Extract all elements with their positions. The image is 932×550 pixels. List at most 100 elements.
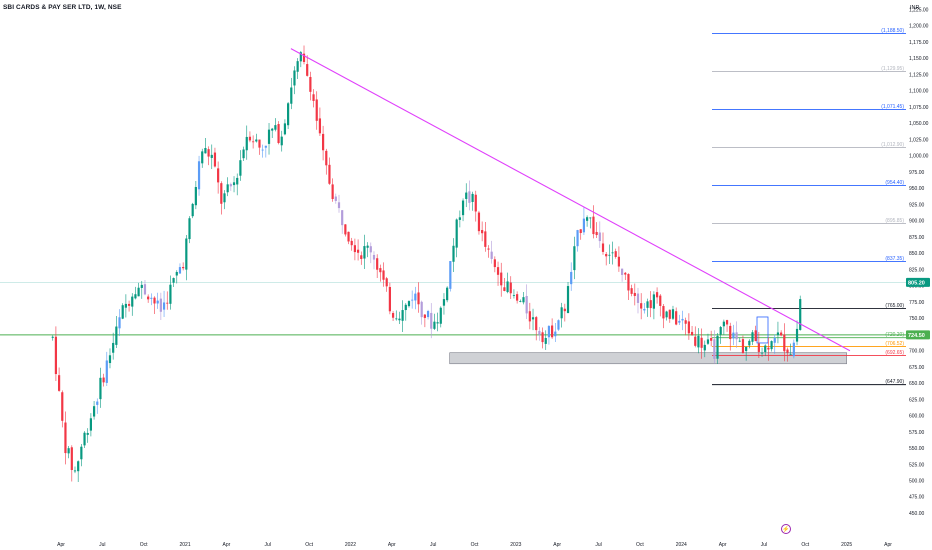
candle-body — [474, 194, 477, 212]
candle-body — [659, 295, 662, 306]
candle-body — [449, 261, 452, 289]
candle-body — [414, 293, 417, 301]
candle-body — [264, 145, 267, 148]
candle-body — [713, 339, 716, 359]
candle-body — [601, 243, 605, 252]
x-tick-label: 2025 — [841, 542, 852, 548]
chart-title: SBI CARDS & PAY SER LTD, 1W, NSE — [3, 4, 122, 11]
price-axis[interactable]: 1,225.00 1,200.00 1,175.00 1,150.00 1,125.00… — [909, 7, 929, 517]
candle-body — [716, 335, 719, 359]
x-tick-label: Apr — [57, 542, 65, 548]
fib-level-label: (1,188.50) — [881, 28, 904, 34]
y-tick-label: 975.00 — [909, 170, 925, 176]
candle-body — [178, 267, 182, 274]
candle-body — [551, 325, 554, 338]
candle-body — [725, 320, 729, 325]
fib-level-label: (895.85) — [885, 218, 904, 224]
candle-body — [372, 254, 376, 260]
candle-body — [57, 375, 61, 391]
candle-body — [147, 296, 150, 300]
candle-body — [54, 336, 58, 375]
candle-body — [229, 184, 232, 187]
candle-body — [795, 328, 799, 342]
candle-body — [509, 282, 512, 294]
candle-body — [83, 432, 86, 446]
y-tick-label: 900.00 — [909, 219, 925, 225]
candle-body — [678, 320, 681, 323]
candle-body — [166, 302, 169, 304]
candle-body — [280, 136, 283, 146]
candle-body — [299, 52, 302, 62]
candle-body — [188, 218, 191, 240]
y-tick-label: 575.00 — [909, 430, 925, 436]
candle-body — [614, 251, 617, 257]
candle-body — [541, 332, 544, 343]
candle-body — [617, 256, 621, 267]
candle-body — [124, 303, 127, 308]
candle-body — [598, 232, 601, 242]
lightning-icon[interactable]: ⚡ — [781, 524, 791, 534]
candle-body — [636, 293, 640, 303]
candle-body — [80, 446, 83, 460]
support-zone-layer — [449, 352, 847, 365]
candle-body — [379, 268, 382, 273]
candle-body — [490, 251, 493, 259]
candle-body — [566, 286, 570, 314]
support-price-tag-bg — [906, 330, 930, 340]
candle-body — [86, 432, 89, 435]
x-tick-label: 2023 — [510, 542, 521, 548]
y-tick-label: 600.00 — [909, 414, 925, 420]
candle-body — [760, 352, 764, 354]
candle-body — [471, 193, 474, 202]
candle-body — [531, 317, 535, 320]
y-tick-label: 925.00 — [909, 202, 925, 208]
candle-body — [630, 288, 633, 294]
y-tick-label: 500.00 — [909, 479, 925, 485]
x-tick-label: Apr — [223, 542, 231, 548]
candle-body — [61, 392, 64, 421]
descending-trendline[interactable] — [290, 48, 851, 352]
time-axis[interactable]: Apr Jul Oct 2021 Apr Jul Oct 2022 Apr Jul Oct 2023 A… — [57, 542, 892, 548]
candle-body — [757, 343, 760, 352]
candle-body — [433, 321, 436, 329]
candle-body — [430, 312, 433, 329]
trendline-layer[interactable] — [290, 48, 851, 352]
candle-body — [376, 258, 379, 270]
candle-body — [325, 150, 328, 166]
candle-body — [118, 317, 121, 329]
candle-body — [525, 295, 528, 314]
candle-body — [261, 149, 264, 151]
y-tick-label: 950.00 — [909, 186, 925, 192]
candle-body — [640, 303, 643, 309]
candle-body — [341, 210, 344, 226]
candle-body — [643, 308, 646, 311]
candle-body — [461, 200, 465, 216]
x-tick-label: Jul — [430, 542, 436, 548]
candle-body — [220, 183, 223, 204]
candle-body — [423, 314, 426, 318]
candle-body — [694, 336, 697, 346]
candle-body — [201, 151, 204, 164]
candle-body — [446, 287, 449, 301]
candle-body — [764, 345, 767, 353]
candle-body — [773, 337, 776, 343]
candle-body — [732, 332, 735, 339]
fib-level-label: (765.00) — [885, 303, 904, 309]
candle-body — [290, 87, 293, 104]
y-tick-label: 1,100.00 — [909, 89, 929, 95]
candle-body — [258, 139, 261, 148]
candle-body — [655, 292, 659, 298]
candle-body — [369, 246, 372, 253]
candle-body — [665, 311, 668, 318]
candle-body — [108, 355, 112, 364]
candle-body — [729, 325, 732, 340]
fib-levels-layer: (1,188.50) (1,129.95) (1,071.45) (1,012.90)… — [712, 28, 906, 385]
candle-body — [328, 164, 331, 184]
fib-level-label: (706.52) — [885, 341, 904, 347]
x-tick-label: Apr — [884, 542, 892, 548]
candle-body — [153, 297, 156, 304]
candle-body — [226, 184, 229, 193]
candle-body — [236, 177, 239, 185]
candle-body — [382, 270, 385, 280]
